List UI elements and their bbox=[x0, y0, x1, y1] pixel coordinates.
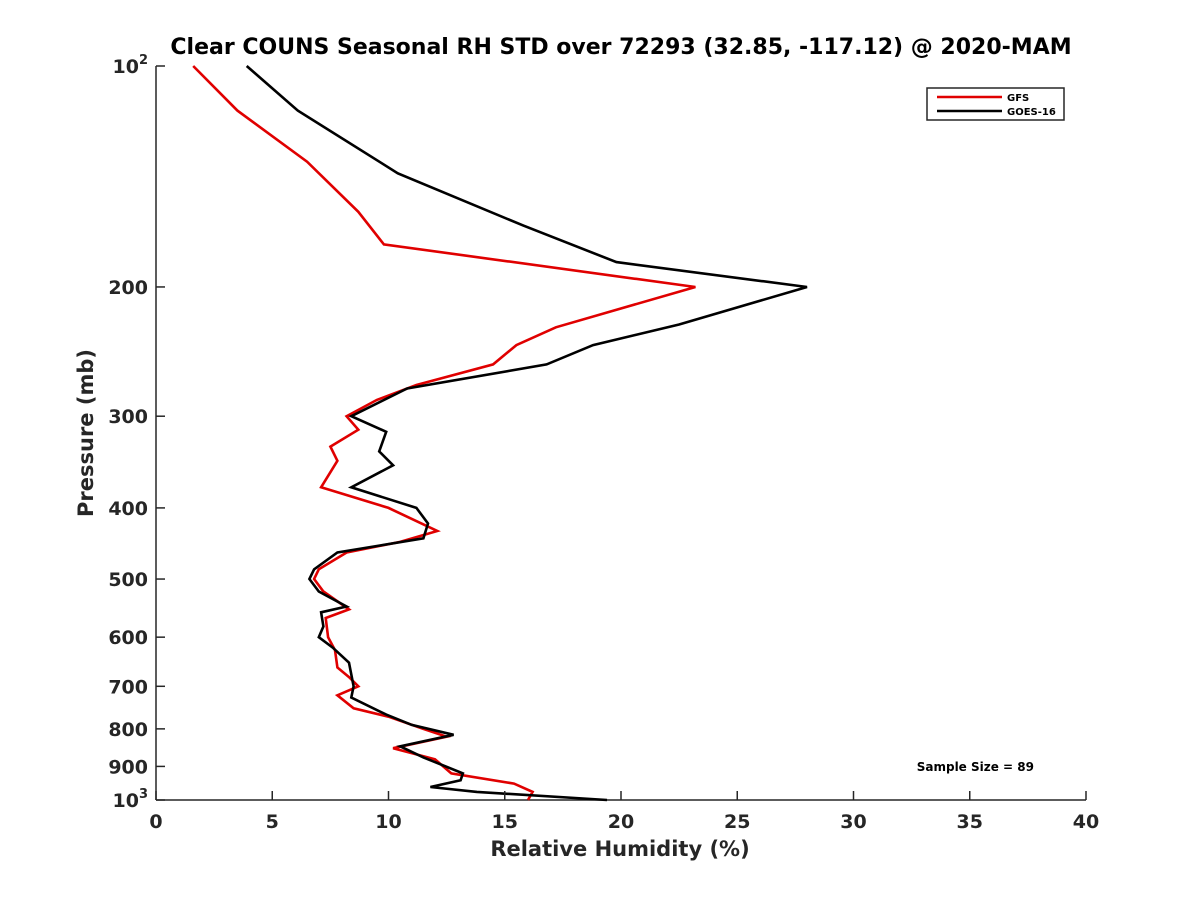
x-tick-label: 20 bbox=[608, 811, 634, 833]
y-axis: 102 200 300 400 500 600 700 800 900 103 bbox=[108, 53, 165, 812]
y-tick-label: 800 bbox=[108, 719, 148, 741]
y-tick-label: 400 bbox=[108, 498, 148, 520]
y-tick-label: 300 bbox=[108, 406, 148, 428]
x-tick-label: 15 bbox=[492, 811, 518, 833]
legend-box bbox=[926, 87, 1065, 121]
x-axis: 0 5 10 15 20 25 30 35 40 bbox=[149, 791, 1099, 833]
y-tick-label: 600 bbox=[108, 627, 148, 649]
legend-label: GOES-16 bbox=[1007, 107, 1056, 118]
y-tick-label: 200 bbox=[108, 277, 148, 299]
sample-size-annotation: Sample Size = 89 bbox=[917, 760, 1034, 774]
chart-title: Clear COUNS Seasonal RH STD over 72293 (… bbox=[170, 35, 1071, 60]
y-tick-label: 102 bbox=[113, 53, 149, 78]
series-line-goes-16 bbox=[245, 65, 808, 802]
series-line-gfs bbox=[192, 65, 696, 801]
x-tick-label: 40 bbox=[1073, 811, 1099, 833]
legend: GFS GOES-16 bbox=[926, 87, 1065, 121]
y-tick-label: 103 bbox=[113, 787, 149, 812]
x-tick-label: 35 bbox=[957, 811, 983, 833]
x-tick-label: 30 bbox=[840, 811, 866, 833]
x-tick-label: 25 bbox=[724, 811, 750, 833]
legend-label: GFS bbox=[1007, 93, 1029, 104]
x-tick-label: 10 bbox=[375, 811, 401, 833]
y-tick-label: 500 bbox=[108, 569, 148, 591]
y-tick-label: 700 bbox=[108, 676, 148, 698]
y-axis-label: Pressure (mb) bbox=[74, 349, 98, 517]
y-tick-label: 900 bbox=[108, 756, 148, 778]
series-layer bbox=[192, 65, 808, 802]
x-tick-label: 5 bbox=[266, 811, 279, 833]
x-axis-label: Relative Humidity (%) bbox=[490, 837, 749, 861]
x-tick-label: 0 bbox=[149, 811, 162, 833]
